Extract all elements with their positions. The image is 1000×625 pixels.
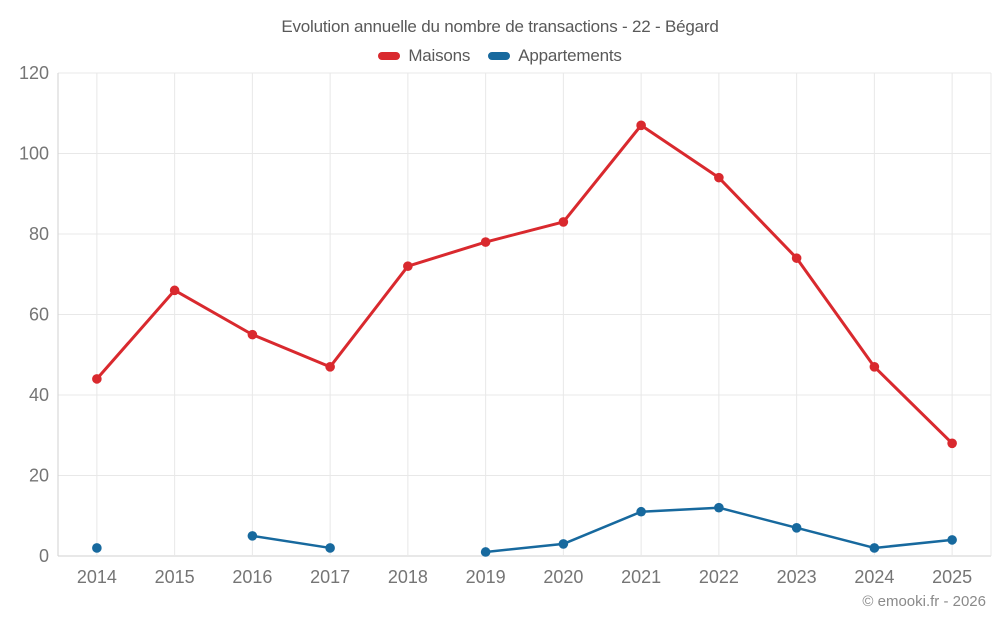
y-axis-tick-label: 0 (39, 546, 49, 566)
x-axis-tick-label: 2020 (543, 567, 583, 587)
data-point-maisons[interactable] (714, 172, 724, 183)
data-point-appartements[interactable] (480, 547, 491, 557)
x-axis-tick-label: 2017 (310, 567, 350, 587)
x-axis-tick-label: 2014 (77, 567, 117, 587)
x-axis-tick-label: 2016 (232, 567, 272, 587)
data-point-maisons[interactable] (869, 362, 880, 372)
x-axis-tick-label: 2023 (777, 567, 817, 587)
data-point-appartements[interactable] (714, 502, 724, 513)
x-axis-tick-label: 2025 (932, 567, 972, 587)
y-axis-tick-label: 120 (19, 63, 49, 83)
attribution: © emooki.fr - 2026 (862, 593, 986, 610)
x-axis-tick-label: 2019 (466, 567, 506, 587)
legend-item-maisons[interactable]: Maisons (378, 46, 470, 66)
data-point-maisons[interactable] (247, 329, 258, 340)
data-point-maisons[interactable] (92, 374, 102, 384)
data-point-appartements[interactable] (947, 535, 957, 545)
data-point-maisons[interactable] (403, 261, 413, 272)
y-axis-tick-label: 80 (29, 224, 49, 244)
data-point-appartements[interactable] (92, 543, 102, 553)
data-point-maisons[interactable] (558, 217, 569, 227)
data-point-maisons[interactable] (947, 438, 957, 449)
x-axis-tick-label: 2018 (388, 567, 428, 587)
appartements-legend-swatch-icon (488, 52, 511, 60)
y-axis-tick-label: 100 (19, 144, 49, 164)
x-axis-tick-label: 2021 (621, 567, 661, 587)
data-point-appartements[interactable] (558, 539, 569, 549)
data-point-appartements[interactable] (636, 506, 646, 517)
y-axis-tick-label: 40 (29, 385, 49, 405)
series-line-appartements (251, 534, 332, 550)
x-axis-tick-label: 2015 (155, 567, 195, 587)
legend-label-maisons: Maisons (408, 46, 471, 65)
x-axis-tick-label: 2024 (854, 567, 894, 587)
data-point-appartements[interactable] (325, 543, 335, 553)
data-point-maisons[interactable] (480, 237, 491, 247)
legend-item-appartements[interactable]: Appartements (488, 46, 622, 66)
data-point-appartements[interactable] (247, 531, 258, 541)
data-point-appartements[interactable] (869, 543, 880, 553)
series-line-maisons (95, 123, 954, 445)
data-point-maisons[interactable] (169, 285, 180, 296)
data-point-appartements[interactable] (791, 523, 802, 533)
data-point-maisons[interactable] (325, 362, 335, 372)
y-axis-tick-label: 60 (29, 305, 49, 325)
x-axis-tick-label: 2022 (699, 567, 739, 587)
chart-legend: Maisons Appartements (0, 46, 1000, 66)
data-point-maisons[interactable] (791, 253, 802, 263)
y-axis-tick-label: 20 (29, 466, 49, 486)
maisons-legend-swatch-icon (378, 52, 401, 60)
chart-title: Evolution annuelle du nombre de transact… (281, 17, 719, 36)
data-point-maisons[interactable] (636, 120, 646, 131)
legend-label-appartements: Appartements (518, 46, 622, 65)
